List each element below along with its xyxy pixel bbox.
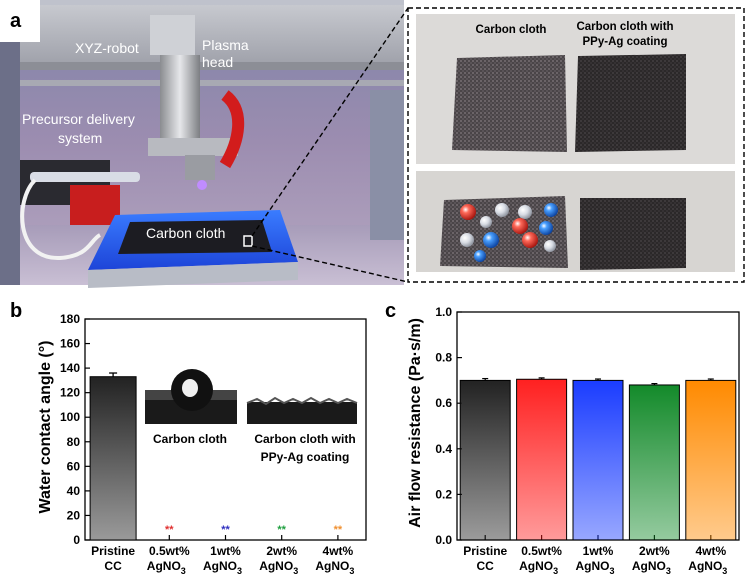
chart-c-tick-label-line2: AgNO3 — [688, 559, 727, 576]
chart-b-y-tick-label: 100 — [60, 410, 80, 424]
chart-c-tick-label-line2: AgNO3 — [519, 559, 558, 576]
chart-b-y-axis-label: Water contact angle (°) — [37, 341, 54, 514]
chart-b-bar — [89, 376, 137, 541]
chart-b-tick-label-line2: AgNO3 — [259, 559, 298, 576]
chart-b-tick-label-line2: AgNO3 — [147, 559, 186, 576]
chart-c-bar — [572, 379, 624, 541]
flat-surface-image — [246, 396, 358, 424]
chart-c-tick-label-line2: CC — [477, 559, 495, 573]
chart-b-y-tick-label: 160 — [60, 337, 80, 351]
chart-b-y-tick-label: 0 — [73, 533, 80, 547]
droplet-image — [145, 369, 237, 424]
inset-b-label-left: Carbon cloth — [153, 432, 227, 446]
inset-b-label-right-2: PPy-Ag coating — [261, 450, 350, 464]
chart-b-tick-label-line1: Pristine — [91, 544, 135, 558]
chart-b-y-tick-label: 80 — [67, 435, 81, 449]
chart-c: 0.00.20.40.60.81.0PristineCC0.5wt%AgNO31… — [407, 305, 740, 576]
chart-b-marker: ** — [221, 524, 230, 536]
chart-c-tick-label-line1: 2wt% — [639, 544, 670, 558]
chart-b-y-tick-label: 120 — [60, 386, 80, 400]
chart-c-bar — [628, 384, 680, 541]
chart-c-y-tick-label: 1.0 — [435, 305, 452, 319]
chart-c-tick-label-line1: 4wt% — [695, 544, 726, 558]
chart-b-y-tick-label: 180 — [60, 312, 80, 326]
chart-b-marker: ** — [165, 524, 174, 536]
chart-b-tick-label-line2: AgNO3 — [203, 559, 242, 576]
chart-b-tick-label-line1: 0.5wt% — [149, 544, 190, 558]
panel-c-letter: c — [385, 300, 397, 322]
chart-c-tick-label-line1: 0.5wt% — [521, 544, 562, 558]
chart-c-y-tick-label: 0.2 — [435, 487, 452, 501]
chart-c-tick-label-line2: AgNO3 — [575, 559, 614, 576]
chart-c-y-tick-label: 0.4 — [435, 442, 452, 456]
chart-b-marker: ** — [277, 524, 286, 536]
chart-c-y-tick-label: 0.6 — [435, 396, 452, 410]
chart-c-y-tick-label: 0.0 — [435, 533, 452, 547]
panel-a-figure — [0, 0, 745, 288]
chart-c-bar — [685, 379, 737, 541]
chart-b-y-tick-label: 20 — [67, 508, 81, 522]
chart-b-y-tick-label: 60 — [67, 459, 81, 473]
chart-b-tick-label-line1: 1wt% — [210, 544, 241, 558]
chart-c-y-axis-label: Air flow resistance (Pa·s/m) — [407, 318, 424, 528]
chart-c-axes: 0.00.20.40.60.81.0PristineCC0.5wt%AgNO31… — [435, 305, 740, 576]
chart-c-tick-label-line1: Pristine — [463, 544, 507, 558]
chart-c-bar — [459, 379, 511, 541]
chart-b-tick-label-line2: AgNO3 — [315, 559, 354, 576]
chart-c-bar — [516, 378, 568, 541]
chart-c-y-tick-label: 0.8 — [435, 351, 452, 365]
chart-b-tick-label-line1: 4wt% — [323, 544, 354, 558]
chart-b-tick-label-line2: CC — [104, 559, 122, 573]
chart-b-marker: ** — [334, 524, 343, 536]
chart-c-tick-label-line1: 1wt% — [583, 544, 614, 558]
chart-b-y-tick-label: 140 — [60, 361, 80, 375]
inset-b-label-right-1: Carbon cloth with — [254, 432, 355, 446]
chart-b-y-tick-label: 40 — [67, 484, 81, 498]
panel-b-letter: b — [10, 300, 23, 322]
chart-c-tick-label-line2: AgNO3 — [632, 559, 671, 576]
panel-a-letter: a — [10, 10, 22, 32]
chart-b-tick-label-line1: 2wt% — [266, 544, 297, 558]
